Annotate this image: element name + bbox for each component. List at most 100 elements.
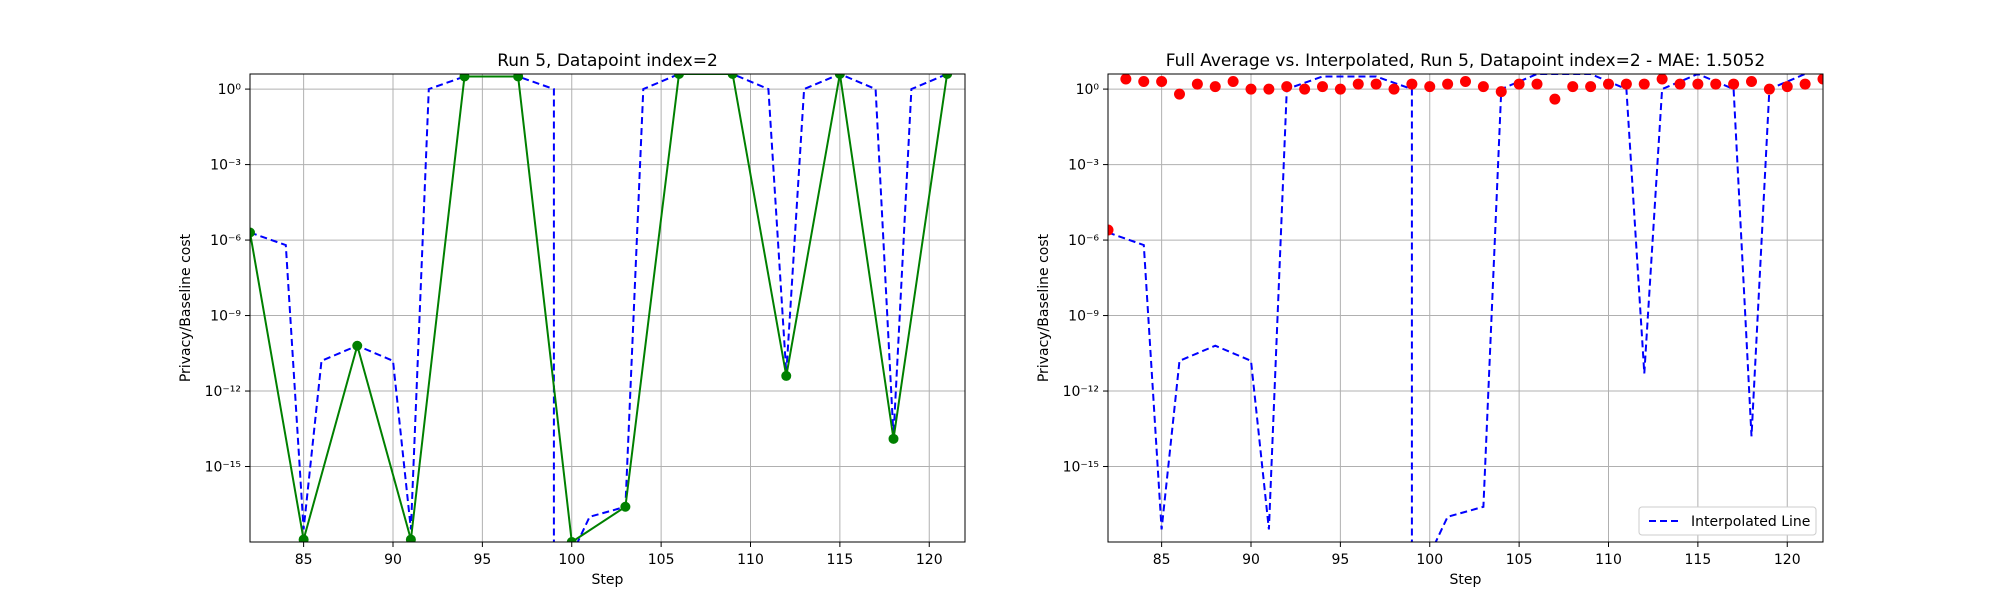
legend-box <box>1638 506 1817 536</box>
scatter-point <box>1692 78 1704 90</box>
scatter-point <box>1299 83 1311 95</box>
scatter-point <box>1620 78 1632 90</box>
series-marker <box>298 534 309 542</box>
scatter-point <box>1460 76 1471 88</box>
x-tick-label: 100 <box>558 552 585 568</box>
y-tick-label: 10⁻¹⁵ <box>1063 460 1099 476</box>
x-tick-label: 115 <box>1685 552 1712 568</box>
scatter-point <box>1138 76 1150 88</box>
y-tick-label: 10⁻¹² <box>205 384 241 400</box>
y-tick-label: 10⁻¹² <box>1063 384 1099 400</box>
grid-lines <box>1108 74 1823 542</box>
scatter-point <box>1263 83 1275 95</box>
x-tick-label: 120 <box>916 552 943 568</box>
series-marker <box>459 74 470 82</box>
x-tick-label: 85 <box>295 552 313 568</box>
x-tick-label: 115 <box>827 552 854 568</box>
legend: Interpolated Line <box>1638 506 1817 536</box>
scatter-point <box>1352 78 1364 90</box>
scatter-point <box>1781 81 1793 93</box>
grid-lines <box>250 74 965 542</box>
y-tick-label: 10⁻⁹ <box>1068 309 1099 325</box>
scatter-point <box>1227 76 1239 88</box>
scatter-point <box>1549 93 1561 105</box>
scatter-point <box>1674 78 1686 90</box>
dashed-series-line <box>1108 74 1806 542</box>
scatter-point <box>1710 78 1722 90</box>
scatter-point <box>1108 224 1114 236</box>
x-tick-label: 95 <box>1331 552 1349 568</box>
x-tick-label: 95 <box>473 552 491 568</box>
scatter-point <box>1746 76 1757 88</box>
y-tick-label: 10⁻³ <box>210 158 241 174</box>
chart-title: Full Average vs. Interpolated, Run 5, Da… <box>1166 51 1766 71</box>
plot-area <box>1108 74 1823 542</box>
scatter-point <box>1156 76 1168 88</box>
plot-frame <box>1107 73 1824 543</box>
x-tick-label: 90 <box>1242 552 1260 568</box>
series-marker <box>352 340 363 351</box>
series-marker <box>727 74 738 79</box>
y-tick-label: 10⁻⁶ <box>1068 233 1099 249</box>
scatter-point <box>1209 81 1221 93</box>
scatter-point <box>1334 83 1346 95</box>
scatter-point <box>1406 78 1418 90</box>
series-marker <box>620 501 631 512</box>
scatter-point <box>1656 74 1668 85</box>
scatter-point <box>1281 81 1293 93</box>
scatter-point <box>1370 78 1382 90</box>
series-marker <box>566 537 577 542</box>
scatter-point <box>1567 81 1579 93</box>
y-axis-label: Privacy/Baseline cost <box>178 233 194 382</box>
scatter-point <box>1120 74 1132 85</box>
x-tick-label: 120 <box>1774 552 1801 568</box>
y-tick-label: 10⁻⁶ <box>210 233 241 249</box>
series-marker <box>888 433 899 444</box>
scatter-point <box>1245 83 1257 95</box>
scatter-point <box>1817 74 1823 85</box>
scatter-point <box>1477 81 1489 93</box>
scatter-point <box>1638 78 1650 90</box>
series-marker <box>942 74 953 79</box>
x-tick-label: 105 <box>648 552 675 568</box>
chart-panel-left: Run 5, Datapoint index=2 Step Privacy/Ba… <box>178 51 966 588</box>
series-marker <box>513 74 524 82</box>
scatter-point <box>1424 81 1436 93</box>
x-tick-label: 105 <box>1506 552 1533 568</box>
x-axis-label: Step <box>592 572 624 588</box>
x-tick-label: 90 <box>384 552 402 568</box>
series-marker <box>250 227 255 238</box>
scatter-point <box>1513 78 1525 90</box>
x-tick-label: 110 <box>737 552 764 568</box>
solid-series-line <box>250 74 949 542</box>
scatter-point <box>1317 81 1328 93</box>
chart-panel-right: Full Average vs. Interpolated, Run 5, Da… <box>1036 51 1824 588</box>
y-tick-label: 10⁰ <box>218 82 242 98</box>
plot-frame <box>249 73 966 543</box>
series-marker <box>781 370 792 381</box>
scatter-point <box>1174 88 1185 100</box>
y-tick-label: 10⁻¹⁵ <box>205 460 241 476</box>
legend-label: Interpolated Line <box>1691 514 1810 530</box>
series-marker <box>405 534 416 542</box>
scatter-point <box>1388 83 1400 95</box>
x-tick-label: 110 <box>1595 552 1622 568</box>
scatter-point <box>1585 81 1597 93</box>
y-axis-label: Privacy/Baseline cost <box>1036 233 1052 382</box>
y-tick-label: 10⁰ <box>1076 82 1100 98</box>
scatter-point <box>1442 78 1454 90</box>
scatter-point <box>1495 86 1507 98</box>
series-marker <box>834 74 845 79</box>
scatter-point <box>1728 78 1740 90</box>
scatter-point <box>1191 78 1203 90</box>
x-tick-label: 100 <box>1416 552 1443 568</box>
dashed-series-line <box>250 74 948 542</box>
plot-area <box>250 74 953 542</box>
x-tick-label: 85 <box>1153 552 1171 568</box>
y-tick-label: 10⁻³ <box>1068 158 1099 174</box>
x-axis-label: Step <box>1450 572 1482 588</box>
scatter-point <box>1799 78 1811 90</box>
scatter-point <box>1531 78 1543 90</box>
series-marker <box>674 74 684 79</box>
